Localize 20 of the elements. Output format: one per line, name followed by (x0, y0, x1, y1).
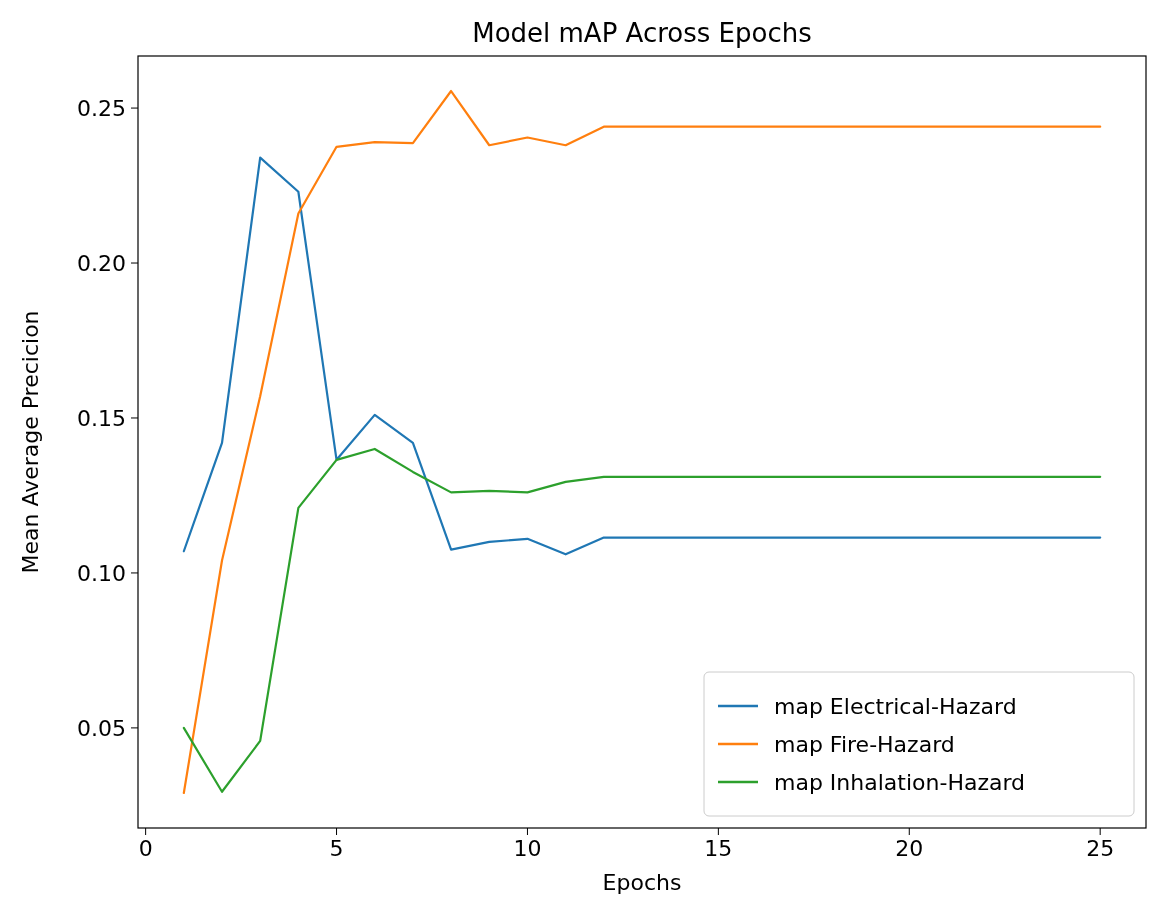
x-axis-title: Epochs (602, 870, 682, 895)
y-tick-label: 0.20 (77, 250, 126, 276)
y-tick-label: 0.15 (77, 405, 126, 431)
legend-label: map Fire-Hazard (774, 731, 955, 757)
x-tick-label: 20 (895, 836, 924, 861)
y-tick-label: 0.25 (77, 95, 126, 121)
x-tick-label: 5 (329, 836, 344, 861)
legend-label: map Electrical-Hazard (774, 693, 1017, 719)
y-tick-label: 0.10 (77, 560, 126, 586)
x-tick-label: 0 (138, 836, 153, 861)
line-series (182, 447, 1102, 793)
x-tick-label: 10 (513, 836, 542, 861)
line-series (182, 156, 1102, 556)
x-tick-label: 15 (704, 836, 733, 861)
y-axis-title: Mean Average Precicion (18, 310, 43, 574)
legend-label: map Inhalation-Hazard (774, 769, 1026, 795)
chart-title: Model mAP Across Epochs (472, 18, 812, 48)
x-tick-label: 25 (1086, 836, 1115, 861)
y-tick-label: 0.05 (77, 715, 126, 741)
line-series (182, 89, 1102, 795)
